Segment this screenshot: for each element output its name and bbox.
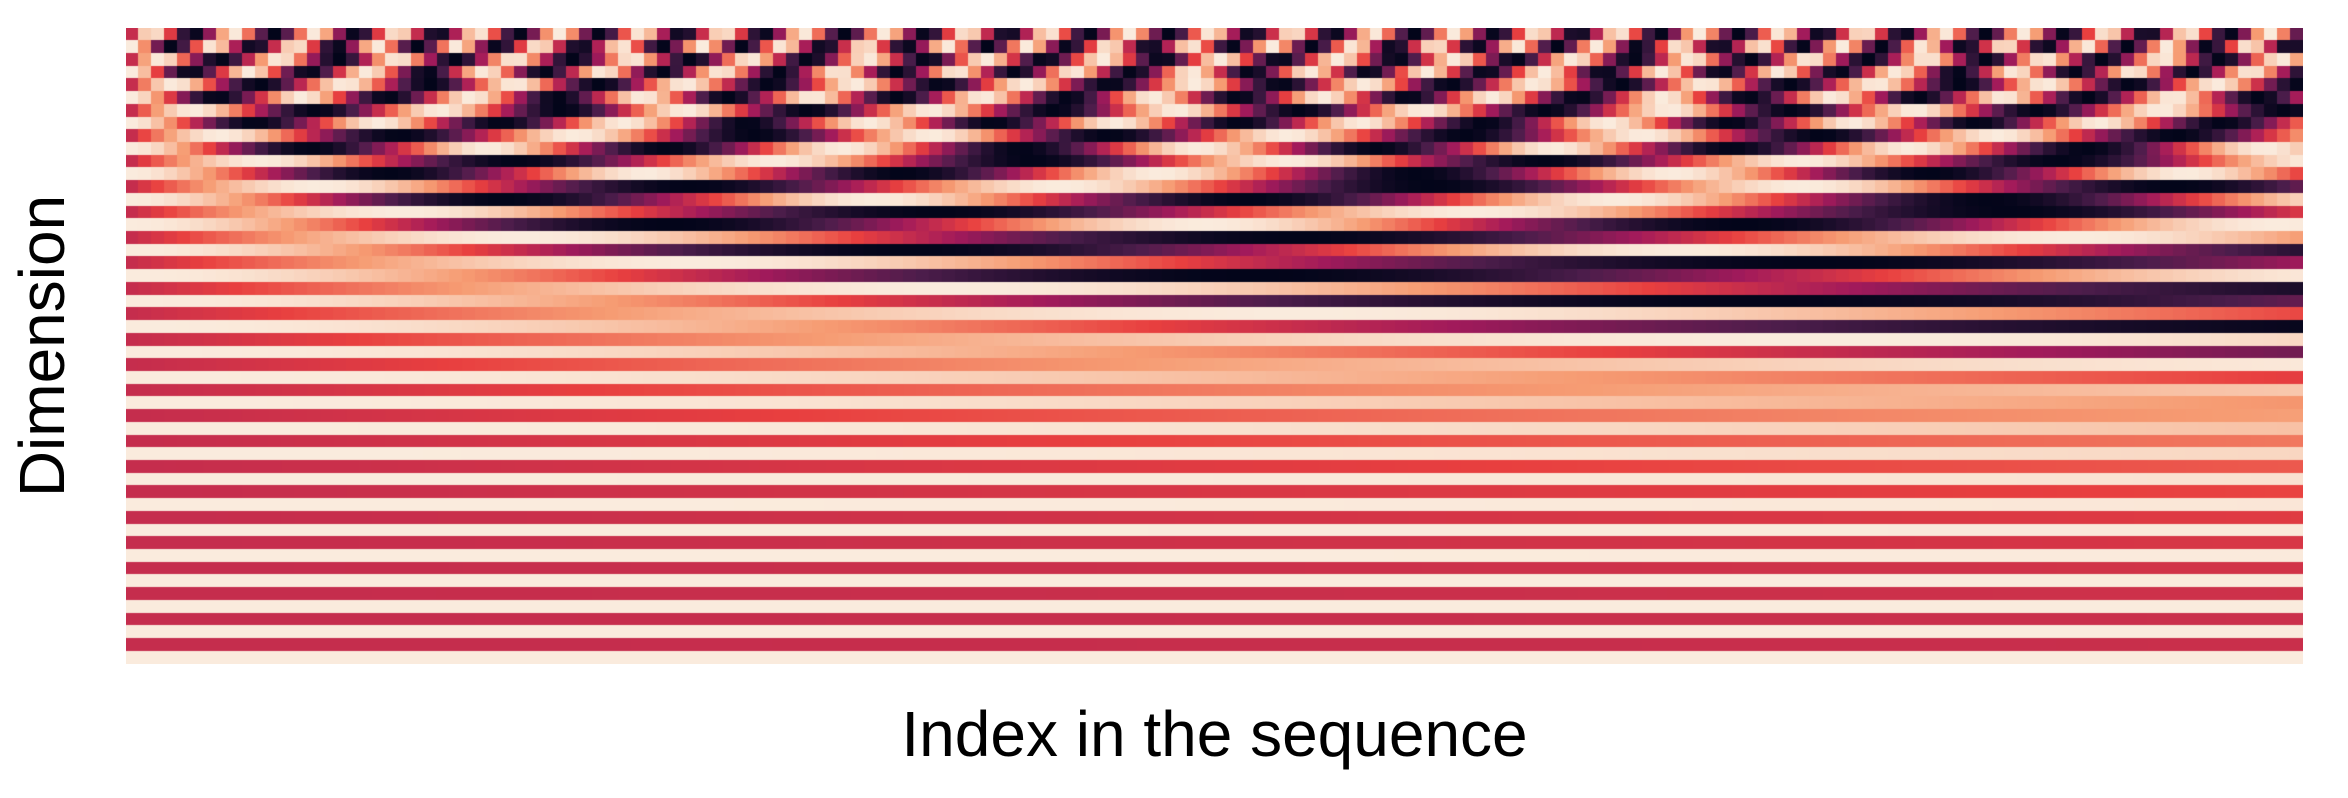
heatmap-plot-area	[126, 28, 2303, 664]
heatmap-canvas	[126, 28, 2303, 664]
x-axis-label: Index in the sequence	[126, 694, 2303, 774]
y-axis-label: Dimension	[7, 195, 77, 497]
